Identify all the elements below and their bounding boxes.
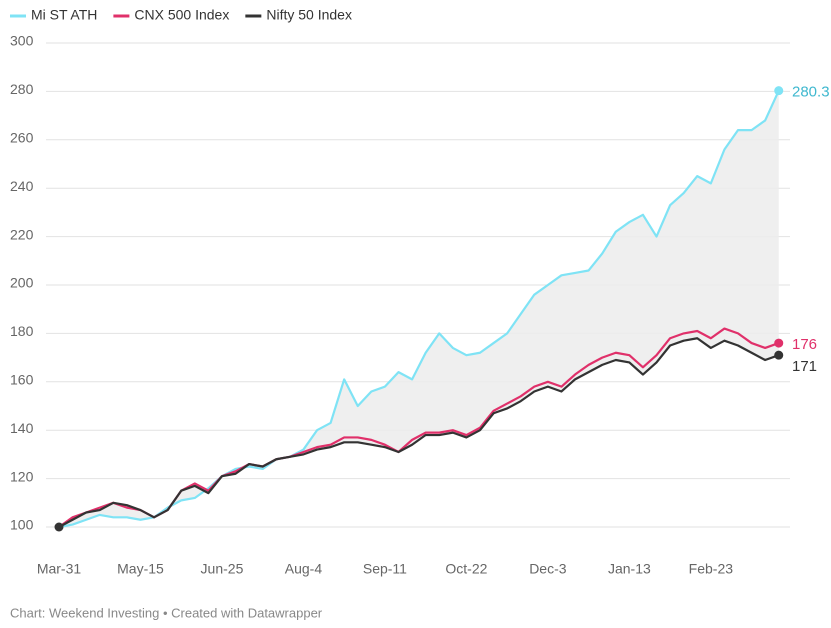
end-dot xyxy=(774,350,784,360)
y-tick-label: 200 xyxy=(10,275,34,291)
x-tick-label: Sep-11 xyxy=(363,561,407,577)
source-note: Chart: Weekend Investing • Created with … xyxy=(10,605,323,620)
series-line xyxy=(58,337,780,528)
y-tick-label: 120 xyxy=(10,468,34,484)
end-label: 176 xyxy=(792,336,817,353)
range-area xyxy=(59,90,779,527)
x-tick-label: Feb-23 xyxy=(689,561,734,577)
y-tick-label: 220 xyxy=(10,226,34,242)
y-tick-label: 280 xyxy=(10,81,34,97)
x-tick-label: May-15 xyxy=(117,561,164,577)
x-tick-label: Jan-13 xyxy=(608,561,651,577)
y-tick-label: 240 xyxy=(10,178,34,194)
legend-label: CNX 500 Index xyxy=(134,7,229,23)
series-line xyxy=(58,90,780,529)
x-tick-label: Mar-31 xyxy=(37,561,82,577)
x-tick-label: Jun-25 xyxy=(201,561,244,577)
end-label: 171 xyxy=(792,358,817,375)
end-label: 280.3 xyxy=(792,84,830,101)
legend-label: Mi ST ATH xyxy=(31,7,97,23)
y-tick-label: 260 xyxy=(10,130,34,146)
y-tick-label: 160 xyxy=(10,372,34,388)
end-dot xyxy=(774,86,784,96)
y-tick-label: 100 xyxy=(10,517,34,533)
x-tick-label: Aug-4 xyxy=(285,561,323,577)
start-dot xyxy=(54,522,64,532)
x-tick-label: Dec-3 xyxy=(529,561,567,577)
y-tick-label: 140 xyxy=(10,420,34,436)
x-tick-label: Oct-22 xyxy=(445,561,487,577)
y-tick-label: 180 xyxy=(10,323,34,339)
legend-label: Nifty 50 Index xyxy=(266,7,352,23)
end-dot xyxy=(774,338,784,348)
y-tick-label: 300 xyxy=(10,33,34,49)
